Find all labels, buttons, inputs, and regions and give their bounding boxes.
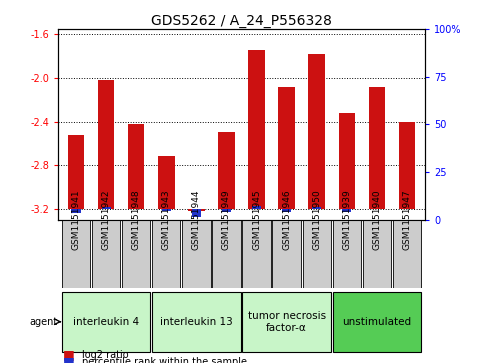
Bar [101,207,111,209]
Text: ■: ■ [63,355,74,363]
Text: ■: ■ [63,348,74,362]
FancyBboxPatch shape [152,220,181,287]
Bar [339,113,355,209]
FancyBboxPatch shape [92,220,120,287]
Bar [248,50,265,209]
Text: GSM1151939: GSM1151939 [342,189,351,250]
Text: interleukin 13: interleukin 13 [160,317,233,327]
Text: GSM1151950: GSM1151950 [312,189,321,250]
FancyBboxPatch shape [333,220,361,287]
Text: GSM1151948: GSM1151948 [132,189,141,250]
FancyBboxPatch shape [213,220,241,287]
FancyBboxPatch shape [363,220,391,287]
Bar [192,209,201,217]
Bar [309,54,325,209]
Bar [312,207,321,209]
FancyBboxPatch shape [62,293,150,352]
Bar [158,156,174,209]
Text: interleukin 4: interleukin 4 [73,317,139,327]
Text: unstimulated: unstimulated [342,317,412,327]
Bar [398,122,415,209]
Bar [188,209,205,211]
Text: percentile rank within the sample: percentile rank within the sample [82,357,247,363]
Text: GSM1151942: GSM1151942 [101,190,111,250]
Bar [282,209,291,212]
Text: GSM1151947: GSM1151947 [402,189,412,250]
FancyBboxPatch shape [393,220,421,287]
FancyBboxPatch shape [242,293,331,352]
Bar [252,206,261,209]
Bar [222,209,231,212]
Bar [278,87,295,209]
FancyBboxPatch shape [122,220,150,287]
Text: GSM1151944: GSM1151944 [192,190,201,250]
Text: GSM1151945: GSM1151945 [252,189,261,250]
Bar [342,209,351,212]
Bar [218,132,235,209]
FancyBboxPatch shape [272,220,301,287]
Text: GSM1151943: GSM1151943 [162,189,171,250]
Title: GDS5262 / A_24_P556328: GDS5262 / A_24_P556328 [151,14,332,28]
FancyBboxPatch shape [152,293,241,352]
Text: GSM1151949: GSM1151949 [222,189,231,250]
Bar [68,135,85,209]
FancyBboxPatch shape [333,293,421,352]
Bar [71,209,81,213]
Text: agent: agent [29,317,57,327]
FancyBboxPatch shape [242,220,270,287]
Text: GSM1151946: GSM1151946 [282,189,291,250]
Text: log2 ratio: log2 ratio [82,350,129,360]
Bar [162,209,171,211]
Text: GSM1151941: GSM1151941 [71,189,81,250]
Bar [128,124,144,209]
FancyBboxPatch shape [62,220,90,287]
Bar [369,87,385,209]
FancyBboxPatch shape [182,220,211,287]
FancyBboxPatch shape [302,220,331,287]
Text: GSM1151940: GSM1151940 [372,189,382,250]
Text: tumor necrosis
factor-α: tumor necrosis factor-α [248,311,326,333]
Bar [98,80,114,209]
